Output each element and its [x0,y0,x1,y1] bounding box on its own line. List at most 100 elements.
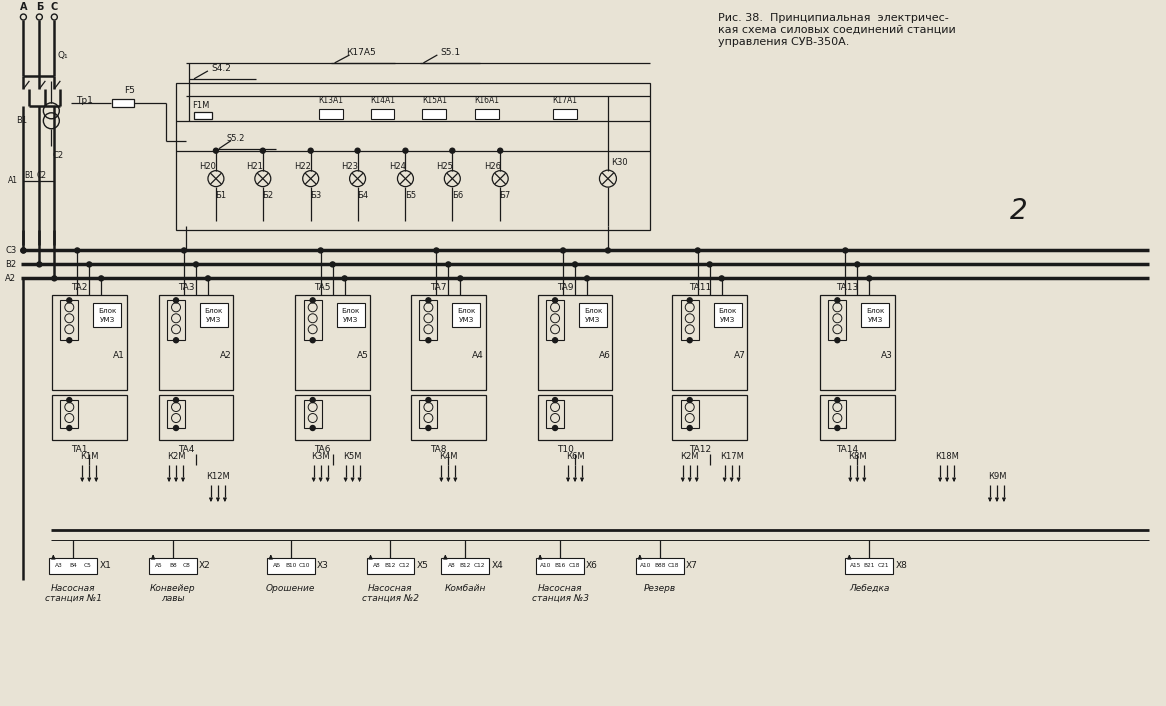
Circle shape [66,426,72,431]
Text: Блок: Блок [342,309,360,314]
Text: К16А1: К16А1 [475,96,500,105]
Circle shape [342,276,347,281]
Text: управления СУВ-350А.: управления СУВ-350А. [717,37,849,47]
Text: A1: A1 [8,176,19,185]
Circle shape [318,248,323,253]
Text: А6: А6 [599,351,611,359]
Text: TA1: TA1 [71,445,87,455]
Bar [366,558,414,574]
Circle shape [51,276,57,281]
Text: К4М: К4М [440,453,457,462]
Circle shape [66,337,72,342]
Text: Б1: Б1 [216,191,226,200]
Text: А8: А8 [448,563,455,568]
Text: C2: C2 [52,151,64,160]
Circle shape [498,148,503,153]
Text: В4: В4 [70,563,77,568]
Circle shape [434,248,438,253]
Bar [476,109,499,119]
Bar [420,400,437,428]
Text: К8М: К8М [848,453,866,462]
Bar [452,304,480,328]
Bar [538,395,612,440]
Circle shape [213,148,218,153]
Text: В88: В88 [654,563,666,568]
Circle shape [835,397,840,402]
Text: S5.1: S5.1 [441,49,461,57]
Text: Х8: Х8 [895,561,907,570]
Bar [303,300,322,340]
Text: А1: А1 [113,351,125,359]
Text: Х2: Х2 [199,561,211,570]
Circle shape [66,397,72,402]
Text: Конвейер
лавы: Конвейер лавы [150,584,196,603]
Bar [635,558,683,574]
Circle shape [194,262,198,267]
Text: Тр1: Тр1 [76,96,92,105]
Text: К18М: К18М [935,453,958,462]
Text: УМЗ: УМЗ [99,317,114,323]
Circle shape [687,337,693,342]
Circle shape [687,298,693,303]
Bar [420,300,437,340]
Bar [442,558,490,574]
Text: F5: F5 [124,86,134,95]
Text: C2: C2 [36,171,47,180]
Text: S5.2: S5.2 [226,134,245,143]
Text: С: С [50,2,58,12]
Text: В16: В16 [554,563,566,568]
Text: С12: С12 [399,563,410,568]
Bar [410,295,486,390]
Bar [862,304,890,328]
Text: К2М: К2М [167,453,185,462]
Text: TA5: TA5 [315,283,331,292]
Circle shape [708,262,712,267]
Circle shape [330,262,335,267]
Bar [176,83,649,230]
Text: Х7: Х7 [686,561,697,570]
Bar [61,400,78,428]
Text: А10: А10 [540,563,552,568]
Circle shape [835,298,840,303]
Text: TA2: TA2 [71,283,87,292]
Circle shape [403,148,408,153]
Text: УМЗ: УМЗ [868,317,883,323]
Text: А8: А8 [373,563,380,568]
Text: 2: 2 [1010,196,1027,225]
Text: Н26: Н26 [484,162,500,171]
Text: К3М: К3М [311,453,330,462]
Bar [61,300,78,340]
Bar [681,300,698,340]
Bar [673,395,747,440]
Text: С21: С21 [878,563,888,568]
Circle shape [310,426,315,431]
Text: TA11: TA11 [689,283,711,292]
Circle shape [37,262,42,267]
Text: К6М: К6М [566,453,584,462]
Circle shape [99,276,104,281]
Text: TA8: TA8 [430,445,447,455]
Bar [267,558,315,574]
Bar [681,400,698,428]
Bar [51,295,127,390]
Circle shape [605,248,611,253]
Text: С8: С8 [183,563,191,568]
Bar [337,304,365,328]
Circle shape [835,337,840,342]
Text: К17А1: К17А1 [553,96,577,105]
Text: Блок: Блок [205,309,223,314]
Bar [828,300,847,340]
Text: А3: А3 [881,351,893,359]
Text: С12: С12 [473,563,485,568]
Text: С18: С18 [668,563,680,568]
Circle shape [21,248,26,253]
Text: TA7: TA7 [430,283,447,292]
Bar [167,300,185,340]
Text: Блок: Блок [457,309,476,314]
Bar [49,558,97,574]
Text: В10: В10 [285,563,296,568]
Circle shape [426,397,431,402]
Bar [714,304,742,328]
Text: УМЗ: УМЗ [458,317,473,323]
Text: В12: В12 [459,563,471,568]
